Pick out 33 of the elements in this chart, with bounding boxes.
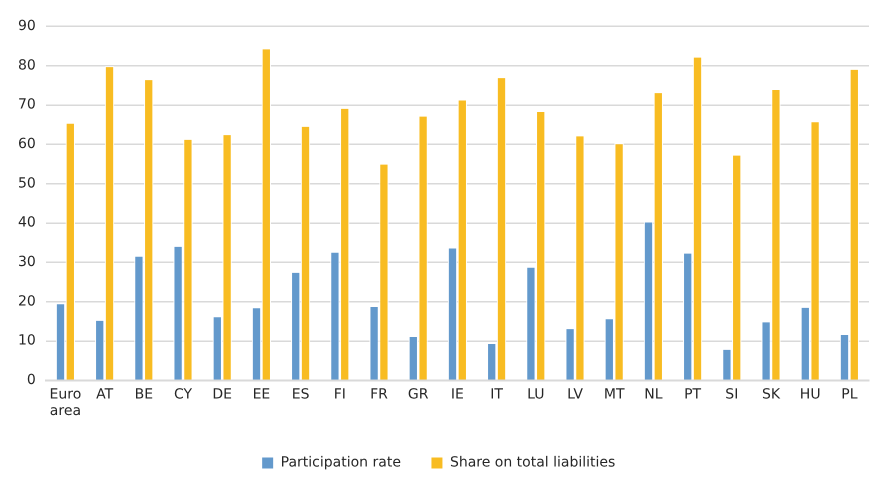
x-tick-label: ES — [292, 386, 310, 402]
x-tick-label: CY — [174, 386, 192, 402]
x-tick-label: GR — [408, 386, 429, 402]
legend-label: Share on total liabilities — [450, 454, 616, 471]
y-tick-label: 10 — [18, 332, 36, 349]
x-tick-label: FI — [334, 386, 346, 402]
x-tick-label: Euro area — [50, 386, 82, 420]
x-tick-label: BE — [134, 386, 154, 402]
x-tick-label: NL — [644, 386, 663, 402]
x-tick-label: PT — [684, 386, 702, 402]
legend-label: Participation rate — [280, 454, 401, 471]
y-tick-label: 40 — [18, 214, 36, 231]
x-tick-label: SI — [725, 386, 738, 402]
y-tick-label: 20 — [18, 293, 36, 310]
x-tick-label: IT — [490, 386, 504, 402]
x-tick-label: MT — [604, 386, 625, 402]
y-tick-label: 50 — [18, 175, 36, 192]
x-tick-label: LV — [567, 386, 584, 402]
x-tick-label: LU — [527, 386, 544, 402]
x-tick-label: PL — [841, 386, 858, 402]
x-tick-label: SK — [762, 386, 781, 402]
y-tick-label: 90 — [18, 18, 36, 34]
x-tick-label: IE — [450, 386, 464, 402]
x-tick-label: EE — [252, 386, 270, 402]
y-tick-label: 30 — [18, 254, 36, 270]
y-tick-label: 0 — [26, 372, 36, 388]
x-tick-label: AT — [96, 386, 114, 402]
x-tick-label: HU — [800, 386, 821, 402]
y-tick-label: 80 — [18, 57, 36, 74]
x-tick-label: DE — [212, 386, 232, 402]
y-tick-label: 70 — [18, 96, 36, 113]
x-tick-label: FR — [370, 386, 388, 402]
y-tick-label: 60 — [18, 136, 36, 152]
